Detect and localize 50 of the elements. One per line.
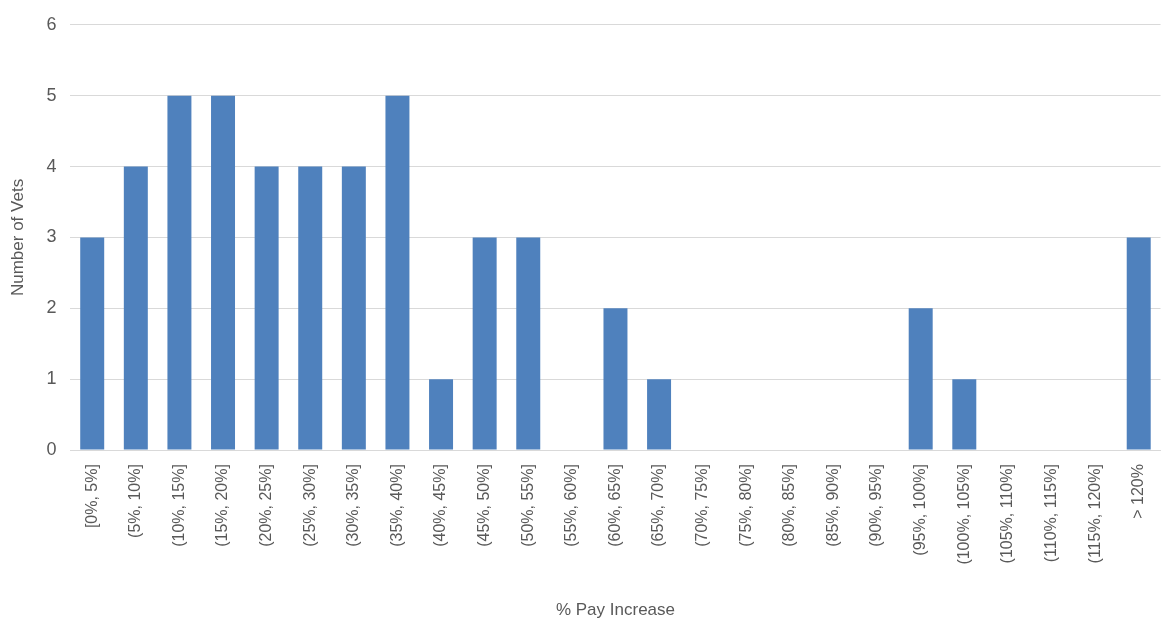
x-tick-label: (20%, 25%] [257,464,275,547]
x-tick-label: (100%, 105%] [954,464,972,565]
x-tick-label: (50%, 55%] [518,464,536,547]
x-tick-label: (10%, 15%] [169,464,187,547]
x-tick-label: (110%, 115%] [1041,464,1059,563]
x-tick-label: (60%, 65%] [605,464,623,547]
x-tick-label: (65%, 70%] [649,464,667,547]
x-tick-label: (85%, 90%] [823,464,841,547]
bar [254,166,279,450]
x-tick-label: (70%, 75%] [693,464,711,547]
bar [123,166,148,450]
x-tick-label: (55%, 60%] [562,464,580,547]
y-axis-title: Number of Vets [7,178,27,297]
bar [516,237,541,450]
x-tick-label: (105%, 110%] [998,464,1016,564]
x-tick-label: (40%, 45%] [431,464,449,547]
bar [298,166,323,450]
x-tick-label: (115%, 120%] [1085,464,1103,564]
x-tick-label: (35%, 40%] [387,464,405,547]
bar [167,95,192,450]
y-tick-label: 5 [46,84,57,105]
x-tick-label: (45%, 50%] [475,464,493,547]
bar [472,237,497,450]
x-tick-label: (25%, 30%] [300,464,318,547]
bar [80,237,105,450]
y-tick-label: 4 [46,155,57,176]
x-tick-label: [0%, 5%] [82,464,100,529]
bar [908,308,933,450]
bar [429,379,454,450]
x-tick-label: > 120% [1129,464,1147,519]
y-tick-label: 2 [46,297,57,318]
bar [385,95,410,450]
bar [647,379,672,450]
x-tick-label: (90%, 95%] [867,464,885,547]
x-tick-label: (15%, 20%] [213,464,231,547]
x-tick-label: (30%, 35%] [344,464,362,547]
y-tick-label: 3 [46,226,57,247]
y-tick-label: 1 [46,368,57,389]
bar [952,379,977,450]
bar [1126,237,1151,450]
x-tick-label: (5%, 10%] [126,464,144,538]
x-tick-label: (95%, 100%] [911,464,929,556]
bar [341,166,366,450]
y-tick-label: 6 [46,13,57,34]
x-tick-label: (80%, 85%] [780,464,798,547]
bar [211,95,236,450]
y-tick-label: 0 [46,439,57,460]
x-axis-title: % Pay Increase [555,600,675,620]
x-tick-label: (75%, 80%] [736,464,754,547]
bar [603,308,628,450]
